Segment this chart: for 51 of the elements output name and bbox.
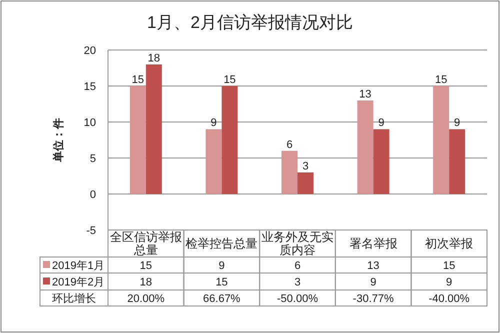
bar [146,64,162,194]
data-label: 9 [446,276,452,288]
legend-label: 2019年1月 [52,260,105,272]
bar [282,150,298,194]
chart-title: 1月、2月信访举报情况对比 [147,13,353,32]
bar [357,100,374,194]
x-tick-label: 检举控告总量 [186,236,258,250]
text: 15 [132,74,144,86]
data-label: 3 [294,276,301,288]
text: 环比增长 [52,292,96,305]
bar [449,129,466,194]
data-label: 15 [442,260,456,272]
data-label: 18 [140,276,152,288]
y-tick-label: 20 [84,45,96,57]
legend-label: 2019年2月 [52,276,105,288]
data-label: 15 [216,276,228,288]
y-tick-label: -5 [86,225,96,237]
text: 3 [302,160,309,172]
text: 13 [359,88,372,100]
text: 9 [210,117,217,130]
text: 15 [224,74,236,86]
text: 18 [148,52,160,64]
text: 6 [286,138,293,151]
bar [222,86,238,194]
x-tick-label: 署名举报 [349,236,398,250]
text: -30.77% [352,293,394,305]
bar [130,86,146,194]
x-tick-label: 业务外及无实质内容 [262,230,334,257]
y-tick-label: 15 [84,81,96,93]
data-label: 9 [370,276,376,288]
text: -50.00% [277,293,318,305]
text: 20.00% [127,293,165,305]
text: -40.00% [428,293,470,305]
y-tick-label: 5 [90,153,96,165]
text: 9 [378,117,384,130]
y-tick-label: 10 [84,117,96,129]
bar [206,129,222,194]
data-label: 15 [140,260,152,272]
bar [298,172,314,194]
y-axis-title: 单位：件 [52,118,65,163]
data-label: 6 [294,260,301,272]
text: 9 [454,117,460,130]
y-tick-label: 0 [90,189,96,201]
text: 66.67% [203,293,241,305]
bar [373,129,390,194]
x-tick-label: 全区信访举报总量 [110,230,182,257]
data-label: 13 [367,260,380,272]
data-label: 9 [218,260,225,272]
bar [433,86,450,194]
x-tick-label: 初次举报 [425,236,474,250]
text: 15 [434,74,448,86]
